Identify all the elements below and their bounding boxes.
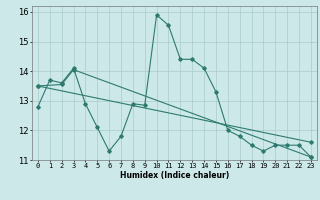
- X-axis label: Humidex (Indice chaleur): Humidex (Indice chaleur): [120, 171, 229, 180]
